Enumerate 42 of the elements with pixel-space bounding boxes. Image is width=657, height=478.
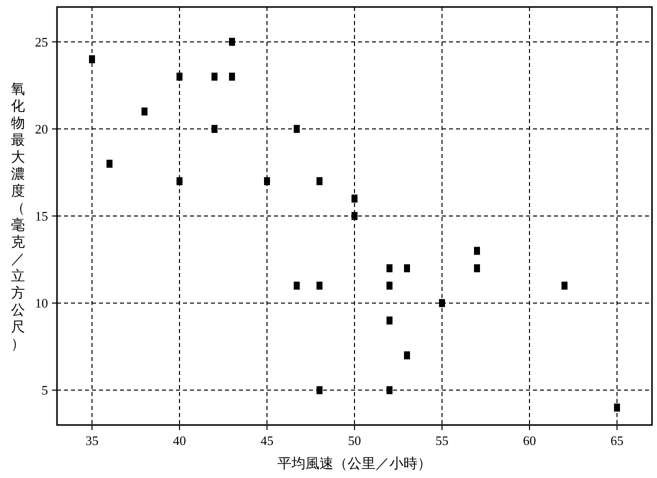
- x-tick-label: 45: [260, 433, 274, 448]
- x-tick-label: 65: [610, 433, 624, 448]
- point: [229, 38, 235, 46]
- point: [439, 299, 445, 308]
- point: [404, 264, 410, 272]
- point: [386, 282, 392, 290]
- point: [294, 282, 300, 290]
- point: [562, 282, 568, 290]
- point: [212, 72, 218, 81]
- point: [264, 177, 270, 186]
- point: [176, 177, 182, 186]
- point: [352, 212, 358, 220]
- x-tick-label: 50: [348, 433, 361, 448]
- point: [474, 264, 480, 272]
- y-tick-label: 20: [35, 121, 48, 136]
- point: [212, 124, 218, 133]
- y-tick-label: 5: [42, 382, 48, 398]
- x-axis-title: 平均風速（公里／小時）: [278, 456, 432, 472]
- x-tick-label: 40: [173, 433, 186, 448]
- point: [89, 55, 95, 64]
- point: [386, 316, 392, 324]
- point: [474, 246, 480, 255]
- point: [614, 404, 620, 412]
- y-tick-label: 10: [35, 296, 48, 311]
- point: [316, 177, 322, 186]
- x-tick-label: 35: [86, 433, 98, 448]
- y-tick-label: 25: [35, 34, 48, 50]
- point: [176, 72, 182, 81]
- x-tick-label: 60: [523, 433, 536, 448]
- y-tick-label: 15: [35, 208, 48, 224]
- point: [386, 264, 392, 272]
- point: [106, 160, 112, 168]
- point: [229, 72, 235, 81]
- point: [316, 282, 322, 290]
- point: [404, 351, 410, 360]
- point: [142, 108, 148, 116]
- point: [352, 194, 358, 203]
- point: [294, 124, 300, 133]
- point: [386, 386, 392, 394]
- x-tick-label: 55: [436, 433, 448, 448]
- text: 氧化物最大濃度（毫克／立方公尺）: [11, 82, 25, 352]
- point: [316, 386, 322, 394]
